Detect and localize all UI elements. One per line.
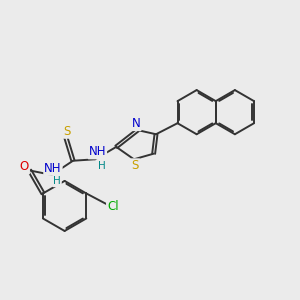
Text: S: S (132, 159, 139, 172)
Text: Cl: Cl (107, 200, 118, 214)
Text: H: H (53, 176, 61, 186)
Text: S: S (63, 125, 71, 138)
Text: NH: NH (44, 162, 62, 175)
Text: NH: NH (89, 146, 106, 158)
Text: N: N (132, 117, 141, 130)
Text: H: H (98, 161, 105, 171)
Text: O: O (20, 160, 29, 173)
